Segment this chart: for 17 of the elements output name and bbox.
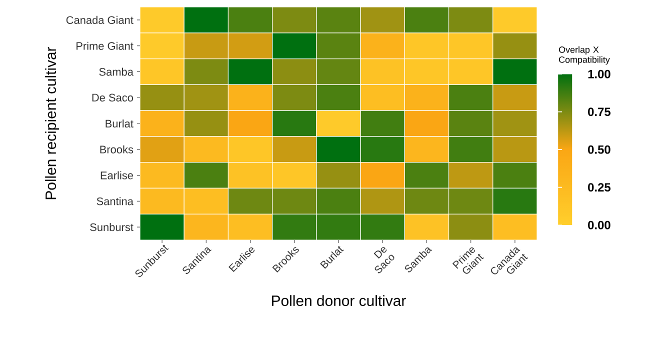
color-bar-label: 1.00 — [588, 70, 610, 78]
color-bar-label: 0.75 — [588, 108, 610, 116]
color-bar-label: 0.00 — [588, 220, 610, 230]
y-tick-label: Earlise — [100, 171, 133, 180]
y-tick-label: Samba — [99, 68, 134, 76]
y-tick-label: Sunburst — [90, 223, 134, 232]
y-tick-label: De Saco — [92, 94, 133, 102]
y-tick-label: Burlat — [106, 119, 134, 128]
y-tick-label: Canada Giant — [66, 16, 134, 24]
y-axis-title: Pollen recipient cultivar — [45, 46, 60, 200]
color-bar-label: 0.25 — [588, 183, 610, 192]
x-axis-title: Pollen donor cultivar — [272, 295, 406, 306]
y-tick-label: Prime Giant — [76, 42, 134, 50]
color-bar-label: 0.50 — [588, 145, 610, 154]
y-tick-label: Santina — [96, 197, 134, 206]
color-bar-title: Overlap X Compatibility — [558, 46, 610, 65]
y-tick-label: Brooks — [100, 145, 134, 154]
